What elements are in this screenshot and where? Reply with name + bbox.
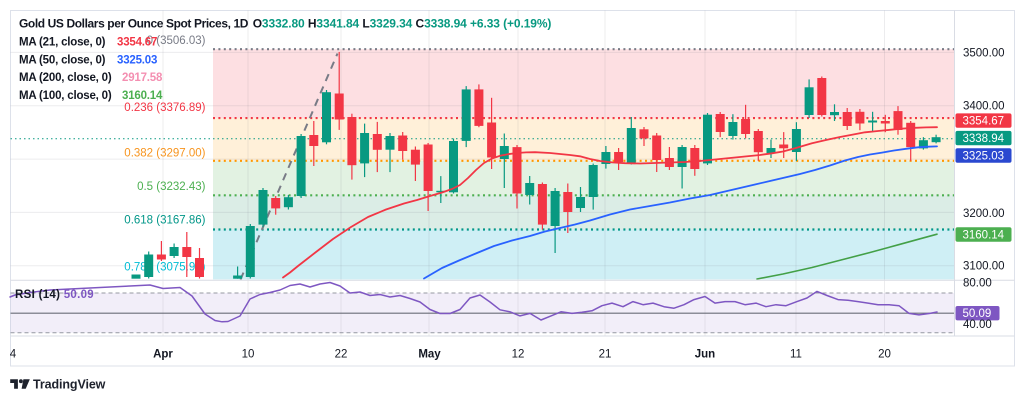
svg-text:11: 11 xyxy=(790,349,802,361)
svg-text:0.786 (3075.97): 0.786 (3075.97) xyxy=(124,262,205,274)
svg-text:12: 12 xyxy=(512,349,525,361)
svg-text:0.618 (3167.86): 0.618 (3167.86) xyxy=(124,215,205,227)
svg-text:3325.03: 3325.03 xyxy=(963,151,1005,163)
svg-text:MA (200, close, 0): MA (200, close, 0) xyxy=(19,72,112,84)
svg-text:3354.67: 3354.67 xyxy=(117,37,157,49)
svg-text:3325.03: 3325.03 xyxy=(117,54,157,66)
svg-text:Jun: Jun xyxy=(695,349,715,361)
svg-text:2917.58: 2917.58 xyxy=(122,72,163,84)
svg-text:4: 4 xyxy=(10,349,17,361)
svg-text:O3332.80 H3341.84 L3329.34 C33: O3332.80 H3341.84 L3329.34 C3338.94 +6.3… xyxy=(253,17,552,31)
svg-text:21: 21 xyxy=(599,349,612,361)
svg-text:Apr: Apr xyxy=(153,349,173,361)
svg-text:0.236 (3376.89): 0.236 (3376.89) xyxy=(124,102,205,114)
svg-text:3160.14: 3160.14 xyxy=(122,90,163,102)
svg-text:3400.00: 3400.00 xyxy=(963,101,1005,113)
svg-text:80.00: 80.00 xyxy=(963,278,992,290)
svg-text:Gold US Dollars per Ounce Spot: Gold US Dollars per Ounce Spot Prices, 1… xyxy=(19,17,249,31)
svg-text:20: 20 xyxy=(878,349,891,361)
svg-text:22: 22 xyxy=(335,349,348,361)
svg-text:0.382 (3297.00): 0.382 (3297.00) xyxy=(124,147,205,159)
svg-text:3338.94: 3338.94 xyxy=(963,133,1005,145)
svg-text:10: 10 xyxy=(242,349,255,361)
svg-text:0.5 (3232.43): 0.5 (3232.43) xyxy=(137,181,206,193)
svg-text:MA (50, close, 0): MA (50, close, 0) xyxy=(19,54,106,66)
svg-text:50.09: 50.09 xyxy=(963,308,992,320)
svg-text:MA (100, close, 0): MA (100, close, 0) xyxy=(19,90,112,102)
svg-text:3200.00: 3200.00 xyxy=(963,208,1005,220)
svg-text:0 (3506.03): 0 (3506.03) xyxy=(147,35,206,47)
svg-text:40.00: 40.00 xyxy=(963,319,992,331)
svg-text:TradingView: TradingView xyxy=(33,378,106,392)
svg-text:3500.00: 3500.00 xyxy=(963,47,1005,59)
svg-text:3100.00: 3100.00 xyxy=(963,261,1005,273)
svg-text:3160.14: 3160.14 xyxy=(963,230,1005,242)
svg-text:MA (21, close, 0): MA (21, close, 0) xyxy=(19,37,106,49)
svg-text:RSI (14) 50.09: RSI (14) 50.09 xyxy=(15,289,94,301)
svg-text:May: May xyxy=(418,349,441,361)
svg-text:3354.67: 3354.67 xyxy=(963,116,1005,128)
